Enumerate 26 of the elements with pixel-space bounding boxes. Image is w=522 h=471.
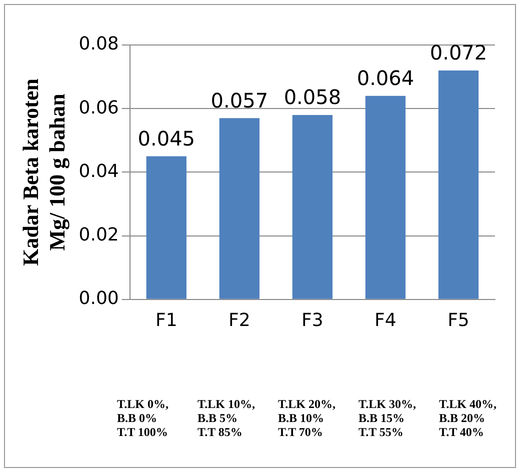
y-tick-label: 0.02 [78, 224, 119, 246]
x-tick-label: F4 [374, 310, 396, 331]
data-label: 0.057 [210, 88, 268, 112]
data-label: 0.045 [138, 126, 196, 151]
y-tick-label: 0.00 [78, 288, 119, 310]
y-tick-label: 0.08 [78, 34, 119, 55]
text: T.LK 40%, B.B 20% T.T 40% [439, 397, 498, 439]
x-tick-label: F5 [448, 310, 470, 331]
bar [146, 156, 186, 299]
x-tick-label: F1 [155, 310, 178, 331]
text: T.LK 0%, B.B 0% T.T 100% [117, 397, 170, 439]
x-tick-label: F3 [302, 310, 324, 331]
y-tick-label: 0.04 [78, 160, 119, 182]
x-tick-label: F2 [228, 310, 250, 331]
bar [438, 70, 479, 299]
bar [365, 96, 406, 299]
data-label: 0.064 [356, 66, 414, 90]
bar [292, 114, 333, 299]
text: T.LK 30%, B.B 15% T.T 55% [358, 397, 417, 439]
y-axis-title: Kadar Beta karoten Mg/ 100 g bahan [18, 78, 70, 266]
bar [219, 118, 260, 299]
data-label: 0.072 [430, 40, 488, 65]
text: T.LK 10%, B.B 5% T.T 85% [198, 397, 256, 439]
y-tick-label: 0.06 [78, 97, 119, 118]
text: T.LK 20%, B.B 10% T.T 70% [278, 397, 336, 439]
data-label: 0.058 [284, 85, 342, 110]
